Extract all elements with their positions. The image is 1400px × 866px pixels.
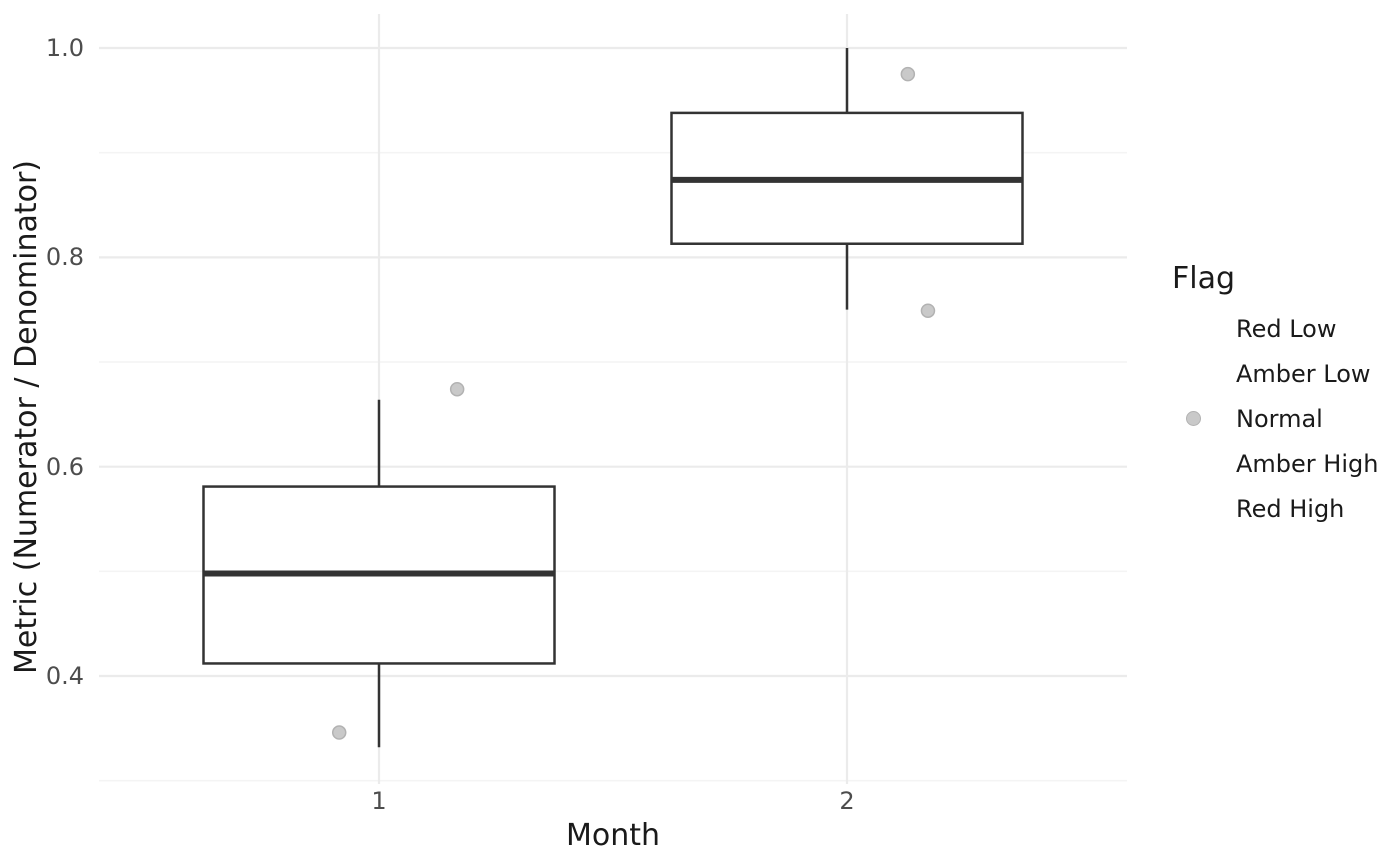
legend-item: Red High: [1176, 486, 1398, 531]
legend-title: Flag: [1172, 261, 1236, 296]
legend-key-slot: [1176, 446, 1212, 482]
legend-item-label: Red High: [1236, 494, 1345, 523]
y-tick-label: 0.8: [45, 243, 84, 272]
legend: Flag Red Low Amber Low Normal Amber High…: [1172, 262, 1398, 531]
legend-key-slot: [1176, 401, 1212, 437]
y-tick-label: 0.4: [45, 662, 84, 691]
y-axis-title: Metric (Numerator / Denominator): [9, 159, 44, 675]
x-tick-label: 2: [839, 787, 855, 815]
jitter-point: [900, 66, 916, 82]
legend-item-label: Amber High: [1236, 449, 1379, 478]
legend-items: Red Low Amber Low Normal Amber High Red …: [1172, 306, 1398, 531]
legend-key-slot: [1176, 311, 1212, 347]
y-tick-label: 0.6: [45, 452, 84, 481]
jitter-point: [331, 725, 347, 740]
legend-key-slot: [1176, 491, 1212, 527]
legend-item: Amber High: [1176, 441, 1398, 486]
legend-item-label: Amber Low: [1236, 359, 1371, 388]
x-tick-label: 1: [371, 787, 387, 815]
jitter-point: [920, 303, 936, 318]
jitter-point: [449, 381, 465, 397]
legend-key-slot: [1176, 356, 1212, 392]
legend-item-label: Normal: [1236, 404, 1323, 433]
y-tick-label: 1.0: [45, 34, 84, 62]
legend-item: Red Low: [1176, 306, 1398, 351]
legend-item: Normal: [1176, 396, 1398, 441]
legend-item-label: Red Low: [1236, 314, 1337, 343]
x-axis-title: Month: [565, 818, 661, 853]
legend-item: Amber Low: [1176, 351, 1398, 396]
